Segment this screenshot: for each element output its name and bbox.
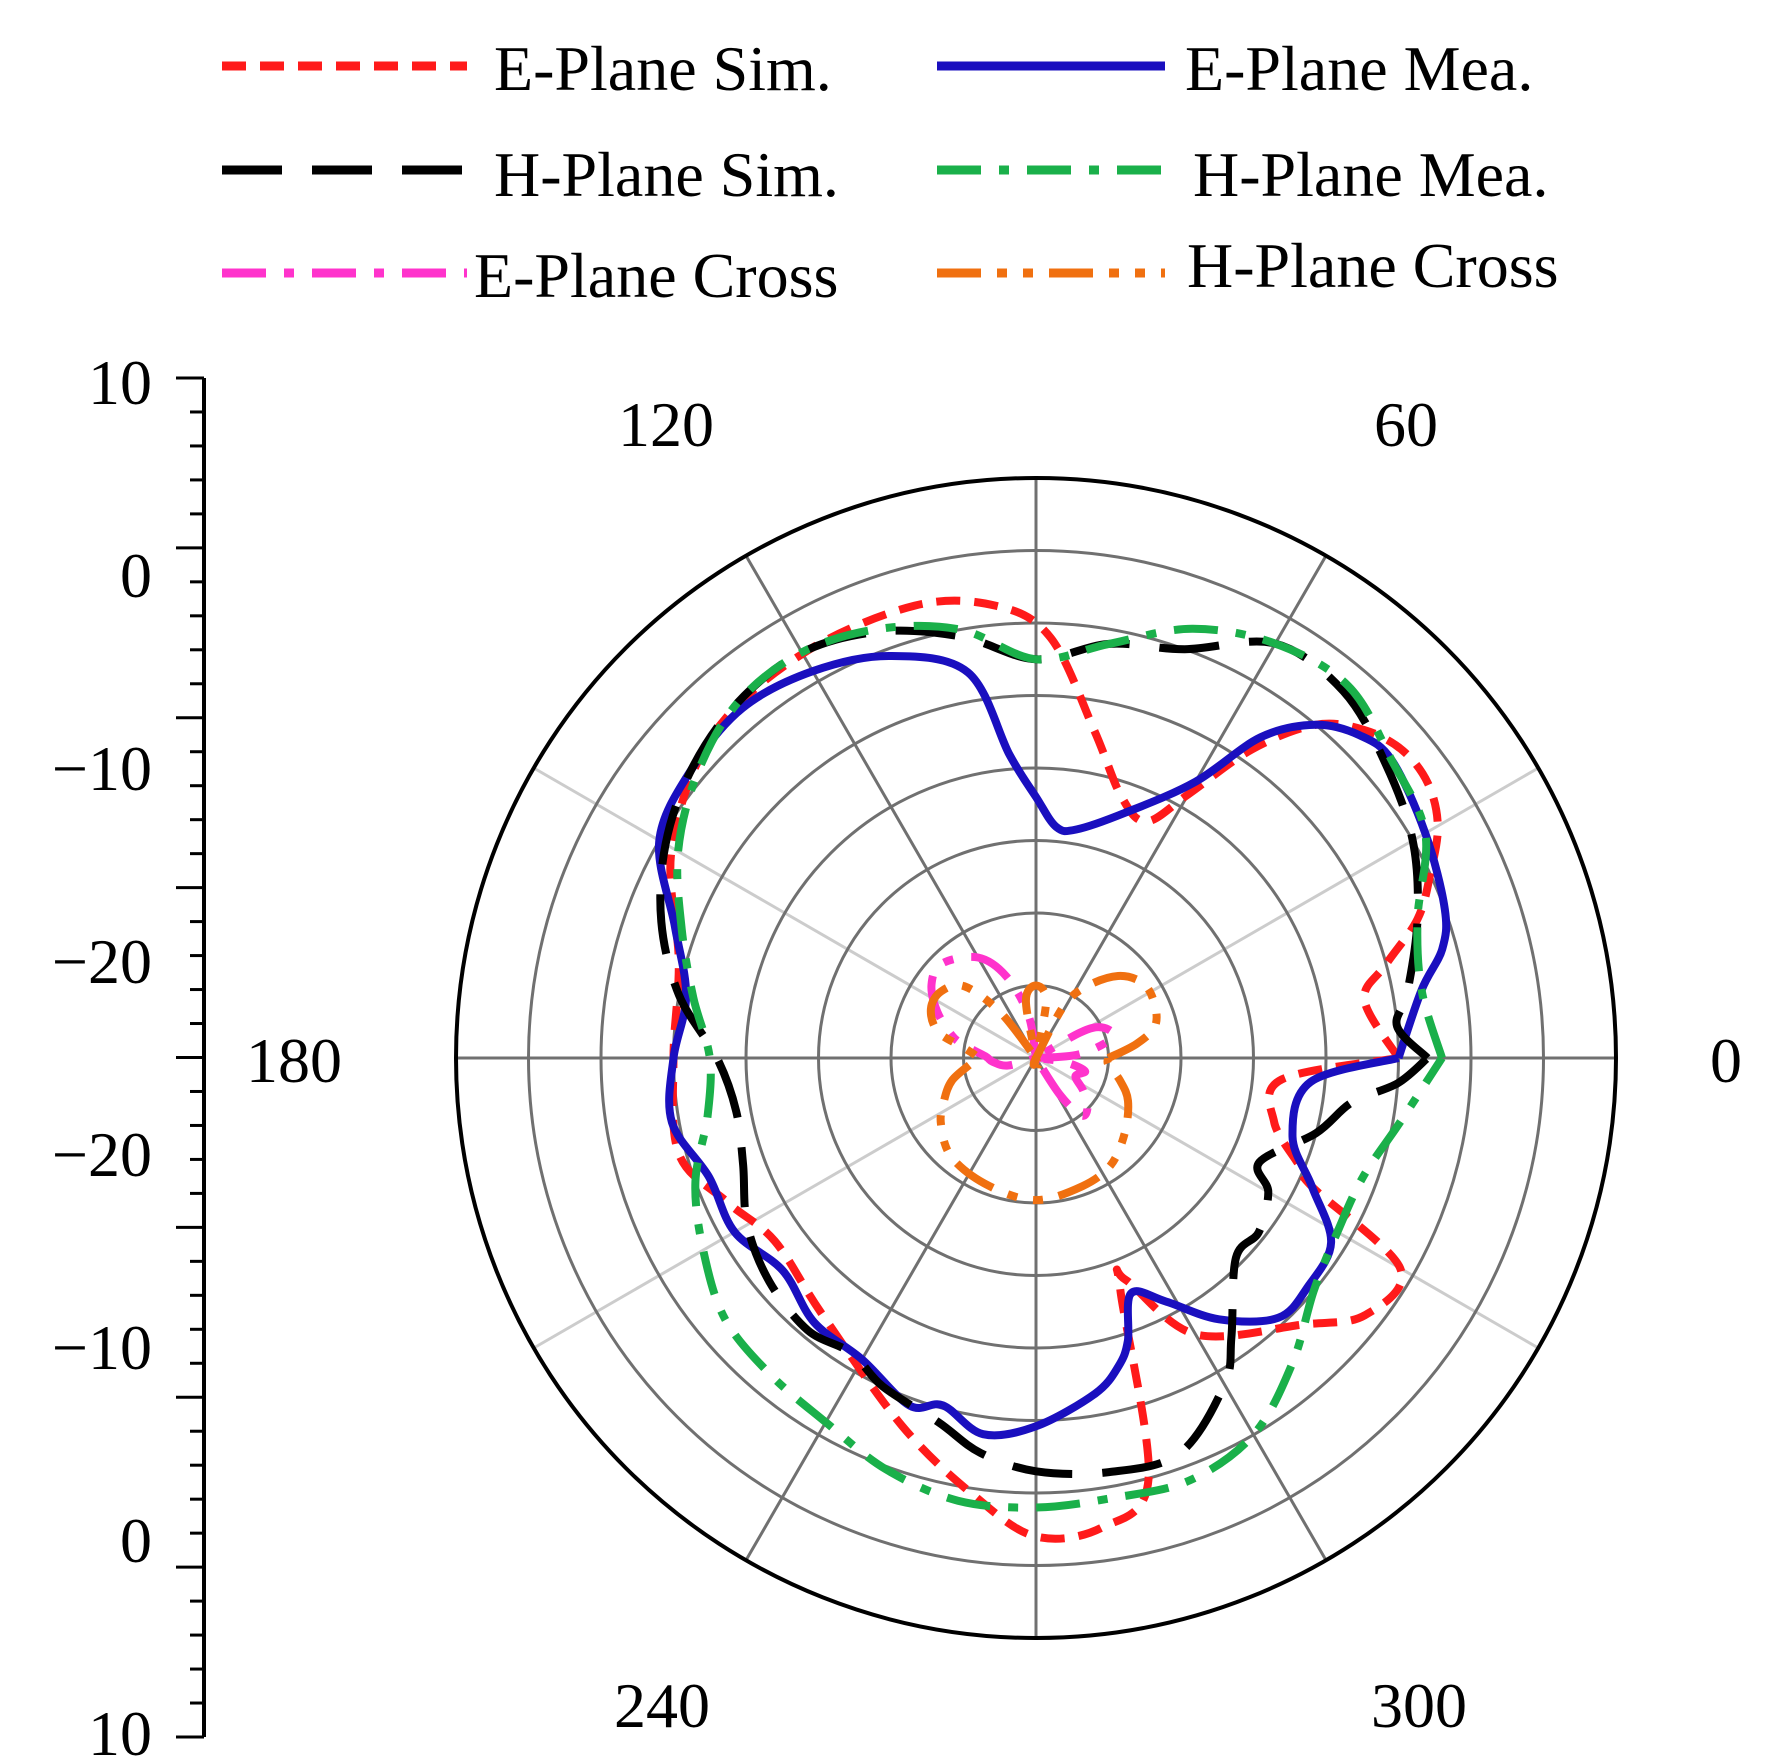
legend-label-e-plane-mea: E-Plane Mea. [1185,33,1533,104]
series-e-plane-sim [666,596,1442,1543]
scale-label-bottom-10: 10 [88,1698,152,1762]
legend-label-e-plane-cross: E-Plane Cross [474,240,838,311]
ring--10 [744,766,1328,1350]
series-h-plane-cross [926,971,1161,1205]
scale-label-top-minus10: −10 [52,733,152,804]
ring-5 [527,549,1545,1567]
radial-scale-ticks [176,376,204,1739]
angle-label-300: 300 [1371,1670,1467,1741]
legend-label-h-plane-mea: H-Plane Mea. [1193,139,1548,210]
legend-label-e-plane-sim: E-Plane Sim. [494,33,832,104]
scale-label-bottom-minus20: −20 [52,1119,152,1190]
legend-label-h-plane-cross: H-Plane Cross [1187,230,1559,301]
scale-label-center-180: 180 [246,1025,342,1096]
scale-label-top-minus20: −20 [52,926,152,997]
scale-label-bottom-minus10: −10 [52,1312,152,1383]
angle-labels: 0 60 120 240 300 [614,389,1742,1741]
scale-label-bottom-0: 0 [120,1505,152,1576]
ring-0 [599,621,1473,1495]
legend-label-h-plane-sim: H-Plane Sim. [494,139,839,210]
angle-label-240: 240 [614,1670,710,1741]
legend: E-Plane Sim. E-Plane Mea. H-Plane Sim. H… [222,33,1559,311]
scale-label-top-0: 0 [120,540,152,611]
scale-label-top-10: 10 [88,347,152,418]
series-h-plane-mea [673,621,1446,1512]
series-e-plane-mea [654,651,1451,1440]
ring--15 [817,839,1255,1277]
angle-label-60: 60 [1374,389,1438,460]
data-curves [654,596,1451,1543]
angle-label-120: 120 [618,389,714,460]
radial-scale-axis: 10 0 −10 −20 180 −20 −10 0 10 [52,347,342,1762]
outer-ring [454,476,1618,1640]
angle-label-0: 0 [1710,1025,1742,1096]
